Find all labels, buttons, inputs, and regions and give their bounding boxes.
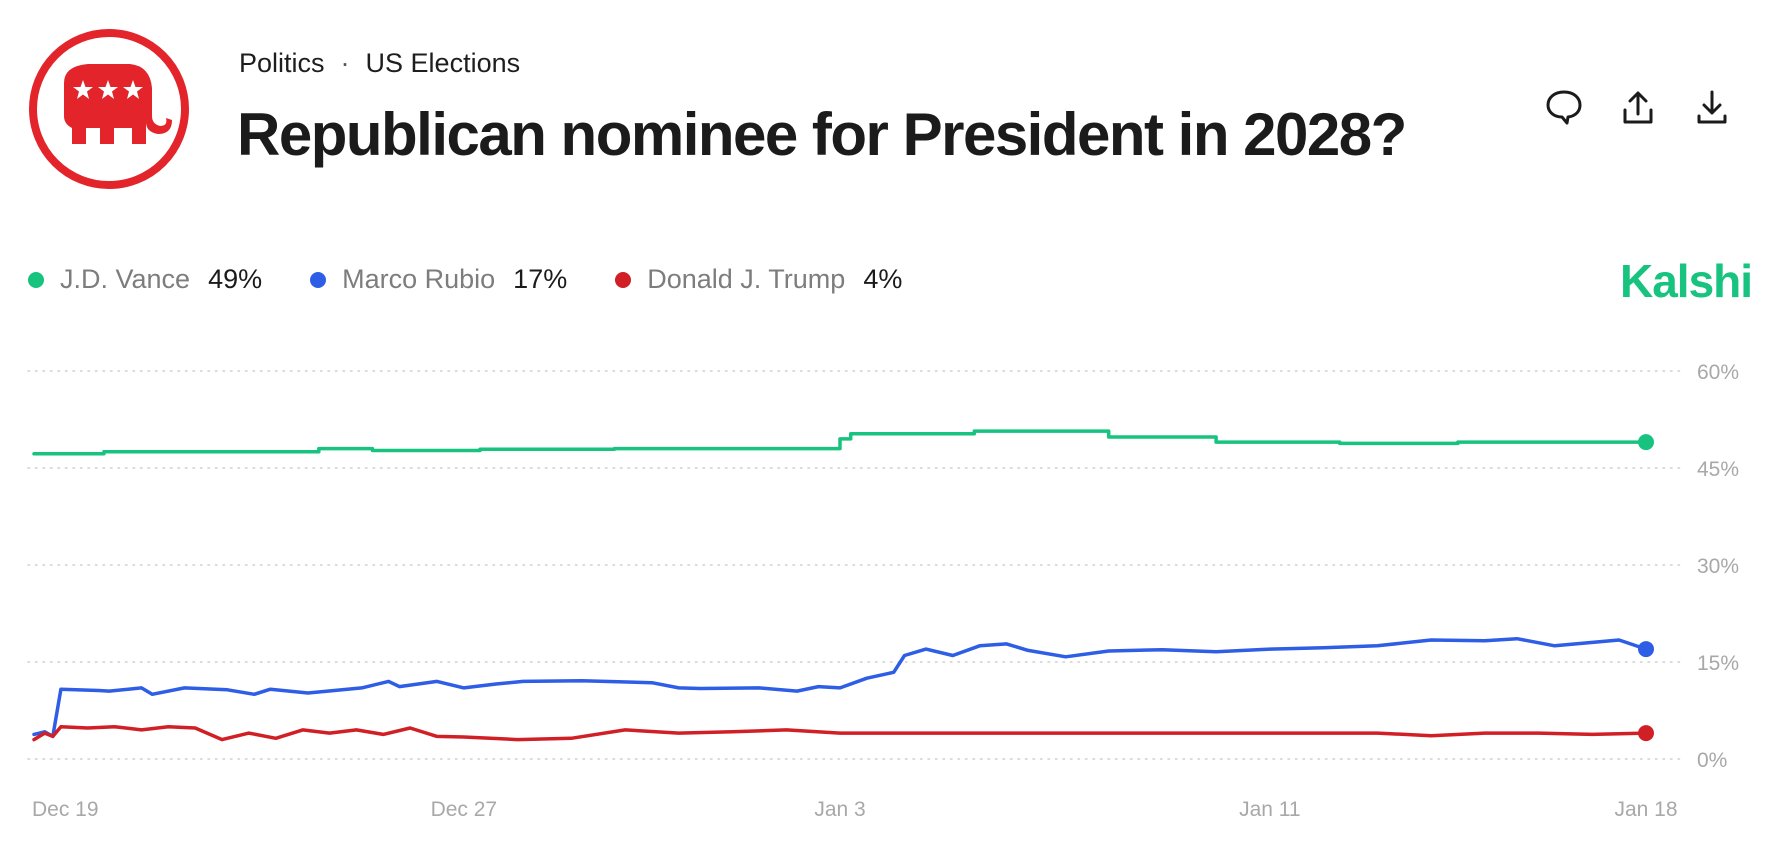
y-tick-label: 60%: [1697, 361, 1739, 384]
series-line-marco-rubio[interactable]: [32, 636, 1648, 739]
x-tick-label: Jan 11: [1239, 798, 1301, 821]
breadcrumb-us-elections[interactable]: US Elections: [365, 48, 521, 78]
republican-elephant-icon: [64, 64, 172, 144]
action-bar: [1545, 88, 1731, 126]
breadcrumb-politics[interactable]: Politics: [239, 48, 325, 78]
x-tick-label: Jan 3: [814, 798, 865, 821]
comment-icon[interactable]: [1545, 88, 1583, 126]
page-title: Republican nominee for President in 2028…: [237, 101, 1407, 168]
kalshi-brand-logo[interactable]: Kalshi: [1620, 255, 1753, 307]
y-tick-label: 45%: [1697, 458, 1739, 481]
breadcrumb-separator: ·: [340, 48, 350, 78]
breadcrumb: Politics · US Elections: [239, 48, 520, 79]
series-line-donald-j-trump[interactable]: [32, 724, 1648, 742]
legend-dot-trump: [615, 271, 632, 288]
download-icon[interactable]: [1693, 88, 1731, 126]
legend-value: 17%: [513, 264, 568, 294]
legend-item-trump[interactable]: Donald J. Trump 4%: [615, 264, 902, 295]
legend-value: 49%: [208, 264, 263, 294]
series-line-j-d-vance[interactable]: [32, 429, 1648, 456]
series-endpoint-donald-j-trump[interactable]: [1638, 725, 1654, 742]
legend-dot-vance: [28, 271, 44, 288]
x-tick-label: Dec 19: [32, 798, 99, 821]
y-tick-label: 30%: [1697, 555, 1739, 578]
republican-elephant-logo: [29, 29, 189, 189]
legend-item-rubio[interactable]: Marco Rubio 17%: [310, 264, 567, 295]
x-tick-label: Jan 18: [1614, 798, 1677, 821]
legend-value: 4%: [863, 264, 903, 294]
legend-name: Marco Rubio: [342, 264, 496, 294]
chart-legend: J.D. Vance 49% Marco Rubio 17% Donald J.…: [28, 264, 950, 295]
legend-name: Donald J. Trump: [647, 264, 846, 294]
y-tick-label: 0%: [1697, 749, 1727, 772]
legend-dot-rubio: [310, 271, 327, 288]
series-endpoint-marco-rubio[interactable]: [1638, 641, 1654, 658]
share-icon[interactable]: [1619, 88, 1657, 126]
legend-item-vance[interactable]: J.D. Vance 49%: [28, 264, 262, 295]
y-tick-label: 15%: [1697, 652, 1739, 675]
legend-name: J.D. Vance: [60, 264, 191, 294]
x-tick-label: Dec 27: [431, 798, 498, 821]
series-endpoint-j-d-vance[interactable]: [1638, 434, 1654, 451]
